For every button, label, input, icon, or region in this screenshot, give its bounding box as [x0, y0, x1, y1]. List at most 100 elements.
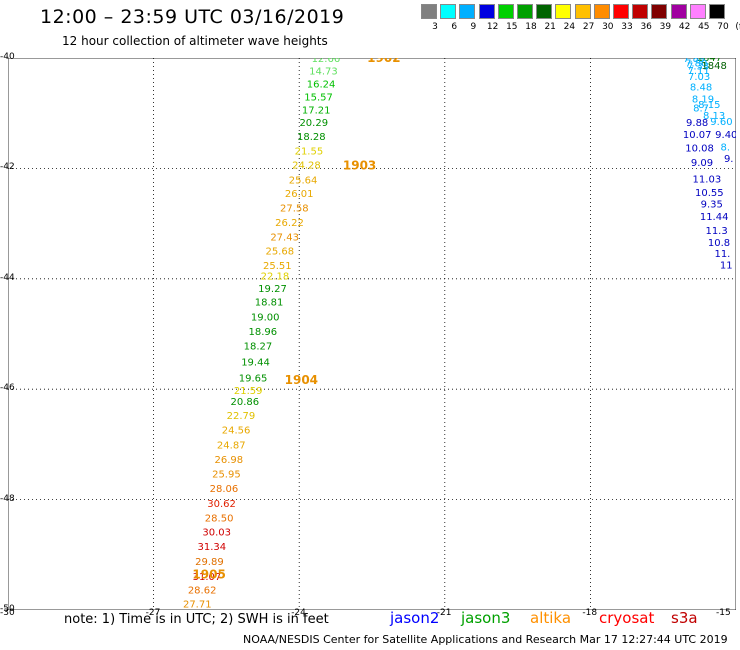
map-subtitle: 12 hour collection of altimeter wave hei…: [62, 34, 328, 48]
wave-height-value: 24.87: [217, 440, 246, 451]
satellite-jason2: jason2: [390, 609, 440, 627]
latitude-label: -48: [0, 493, 15, 504]
wave-height-value: 25.68: [265, 247, 294, 258]
color-scale-label: (ft): [735, 22, 740, 32]
longitude-label: -30: [0, 608, 15, 618]
wave-height-value: 7.33: [687, 62, 709, 73]
wave-height-value: 20.29: [299, 118, 328, 129]
time-label: 1904: [285, 373, 318, 387]
wave-height-value: 28.06: [210, 484, 239, 495]
wave-height-value: 9.: [724, 154, 734, 165]
wave-height-value: 1848: [701, 61, 726, 72]
wave-height-value: 26.01: [285, 189, 314, 200]
wave-height-value: 7.03: [688, 72, 710, 83]
color-scale-label: 21: [544, 22, 556, 32]
wave-height-value: 31.34: [198, 542, 227, 553]
color-swatch: [459, 4, 476, 19]
color-swatch: [421, 4, 437, 19]
wave-height-value: 11.: [714, 249, 730, 260]
wave-height-value: 31.07: [193, 572, 222, 583]
wave-height-value: 9.35: [701, 200, 723, 211]
time-label: 1905: [192, 568, 225, 582]
wave-height-value: 30.03: [202, 528, 231, 539]
wave-height-value: 19.00: [251, 312, 280, 323]
wave-height-value: 25.51: [263, 261, 292, 272]
color-scale-label: 36: [640, 22, 652, 32]
wave-height-value: 19.44: [241, 358, 270, 369]
latitude-label: -44: [0, 272, 15, 283]
satellite-s3a: s3a: [671, 609, 698, 627]
wave-height-value: 19.27: [258, 284, 287, 295]
time-label: 1903: [343, 159, 376, 173]
footer-credit: NOAA/NESDIS Center for Satellite Applica…: [243, 633, 728, 646]
wave-height-value: 9.09: [691, 158, 713, 169]
wave-height-value: 24.28: [292, 161, 321, 172]
wave-height-value: 21.59: [234, 386, 263, 397]
wave-height-value: 19.65: [239, 374, 268, 385]
plot-frame: [8, 58, 736, 610]
color-scale-label: 6: [451, 22, 458, 32]
wave-height-value: 28.50: [205, 513, 234, 524]
color-scale-label: 70: [717, 22, 729, 32]
note-text: note: 1) Time is in UTC; 2) SWH is in fe…: [64, 612, 329, 627]
wave-height-value: 7.11: [687, 66, 709, 77]
wave-height-value: 29.89: [195, 557, 224, 568]
longitude-label: -24: [291, 608, 306, 618]
color-scale-label: 24: [563, 22, 576, 32]
time-label: 1902: [367, 58, 400, 65]
color-swatch: [517, 4, 533, 19]
wave-height-value: 25.64: [289, 175, 318, 186]
map-title: 12:00 – 23:59 UTC 03/16/2019: [40, 6, 345, 28]
wave-height-value: 16.24: [307, 79, 336, 90]
wave-height-value: 18.28: [297, 132, 326, 143]
color-swatch: [478, 4, 495, 19]
color-swatch: [593, 4, 610, 19]
longitude-label: -21: [436, 608, 452, 618]
color-swatch: [651, 4, 668, 19]
wave-height-value: 18.81: [255, 297, 284, 308]
wave-height-value: 7.80: [685, 58, 707, 69]
color-swatch: [555, 4, 572, 19]
satellite-jason3: jason3: [461, 609, 511, 627]
color-scale-label: 30: [602, 22, 614, 32]
wave-height-value: 8.48: [690, 83, 712, 94]
wave-height-value: 10.08: [685, 143, 714, 154]
wave-height-value: 10.8: [708, 238, 730, 249]
color-swatch: [497, 4, 514, 19]
color-swatch: [613, 4, 629, 19]
longitude-label: -18: [582, 608, 598, 618]
wave-height-value: 25.95: [212, 470, 241, 481]
wave-height-value: 22.18: [261, 271, 290, 282]
wave-height-value: 26.22: [275, 218, 304, 229]
color-swatch: [440, 4, 457, 19]
color-scale-label: 27: [582, 22, 595, 32]
wave-height-value: 9.60: [710, 117, 732, 128]
color-swatch: [670, 4, 687, 19]
wave-height-value: 27.71: [183, 599, 212, 610]
wave-height-value: 8.13: [703, 111, 725, 122]
color-scale-label: 45: [698, 22, 710, 32]
latitude-label: -50: [0, 604, 15, 614]
longitude-label: -27: [145, 608, 161, 618]
color-scale-label: 3: [432, 22, 438, 32]
color-swatch: [536, 4, 553, 19]
wave-height-value: 11.44: [700, 212, 729, 223]
wave-height-value: 11.03: [693, 174, 722, 185]
satellite-altika: altika: [530, 609, 572, 627]
wave-height-value: 8.19: [692, 94, 714, 105]
wave-height-value: 24.56: [222, 425, 251, 436]
color-swatch: [574, 4, 591, 19]
wave-height-value: 18.27: [244, 342, 273, 353]
wave-height-value: 1847: [697, 58, 722, 64]
wave-height-value: 15.57: [304, 93, 333, 104]
latitude-label: -42: [0, 162, 15, 173]
wave-height-value: 10.55: [695, 188, 724, 199]
color-scale-label: 39: [659, 22, 672, 32]
color-scale-label: 9: [470, 22, 477, 32]
wave-height-value: 22.79: [227, 411, 256, 422]
longitude-label: -15: [716, 608, 731, 618]
color-swatch: [689, 4, 706, 19]
color-swatch: [632, 4, 649, 19]
